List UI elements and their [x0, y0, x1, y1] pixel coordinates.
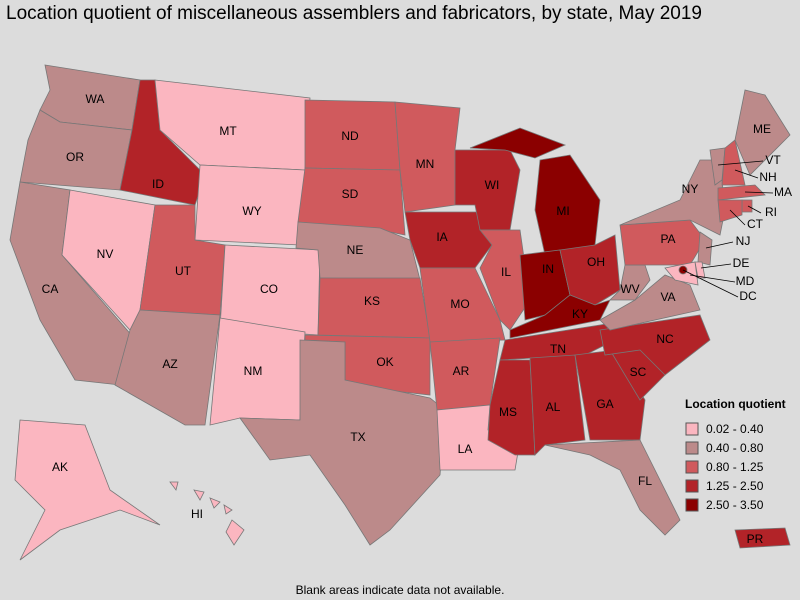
- state-label: RI: [765, 205, 777, 219]
- state-label: AR: [453, 364, 470, 378]
- state-label: DC: [739, 289, 757, 303]
- leader-line: [689, 274, 736, 283]
- state-region: [114, 309, 221, 426]
- legend-swatch: [685, 479, 699, 493]
- legend-label: 0.40 - 0.80: [706, 441, 764, 455]
- legend-label: 0.02 - 0.40: [706, 422, 764, 436]
- state-label: IN: [542, 262, 554, 276]
- state-label: MO: [450, 297, 469, 311]
- state-label: TX: [350, 430, 365, 444]
- state-label: AL: [546, 400, 561, 414]
- state-label: OK: [376, 355, 393, 369]
- state-region: [239, 339, 446, 546]
- state-label: MD: [736, 274, 755, 288]
- state-label: ND: [341, 129, 359, 143]
- state-region: [697, 231, 713, 266]
- state-label: MI: [556, 204, 569, 218]
- state-label: NC: [656, 332, 674, 346]
- state-label: CT: [747, 217, 764, 231]
- state-label: KY: [572, 307, 588, 321]
- state-region: [169, 481, 179, 491]
- state-region: [544, 439, 681, 536]
- state-label: ME: [753, 122, 771, 136]
- state-label: GA: [596, 397, 613, 411]
- state-label: MA: [774, 185, 792, 199]
- leader-line: [734, 169, 759, 179]
- state-region: [741, 199, 753, 213]
- legend-label: 2.50 - 3.50: [706, 498, 764, 512]
- state-label: DE: [733, 256, 750, 270]
- state-label: AZ: [162, 357, 177, 371]
- map-title: Location quotient of miscellaneous assem…: [6, 3, 702, 24]
- state-region: [599, 314, 711, 376]
- leader-line: [729, 209, 746, 226]
- state-label: HI: [191, 507, 203, 521]
- state-label: PA: [660, 232, 675, 246]
- state-label: LA: [458, 442, 473, 456]
- legend-swatch: [685, 460, 699, 474]
- state-region: [225, 519, 245, 546]
- state-label: PR: [747, 532, 764, 546]
- state-label: CO: [260, 282, 278, 296]
- state-label: WA: [86, 92, 105, 106]
- state-label: WV: [620, 282, 639, 296]
- state-label: MS: [499, 405, 517, 419]
- legend-swatch: [685, 498, 699, 512]
- legend-label: 1.25 - 2.50: [706, 479, 764, 493]
- state-region: [297, 167, 406, 236]
- state-region: [734, 527, 791, 549]
- state-region: [694, 261, 706, 279]
- state-region: [734, 89, 791, 176]
- state-label: OH: [587, 255, 605, 269]
- state-label: NM: [244, 364, 263, 378]
- state-region: [193, 489, 205, 501]
- footnote: Blank areas indicate data not available.: [296, 583, 505, 597]
- state-region: [209, 497, 221, 509]
- legend-label: 0.80 - 1.25: [706, 460, 764, 474]
- state-label: NY: [682, 182, 699, 196]
- state-region: [717, 184, 766, 201]
- state-label: ID: [152, 177, 164, 191]
- state-region: [709, 147, 726, 186]
- state-region: [14, 419, 161, 561]
- leader-line: [747, 205, 762, 214]
- state-label: SD: [342, 187, 359, 201]
- legend-swatch: [685, 441, 699, 455]
- state-region: [529, 354, 586, 456]
- legend-title: Location quotient: [685, 397, 786, 411]
- state-label: NV: [97, 247, 114, 261]
- state-label: KS: [364, 294, 380, 308]
- state-label: VA: [660, 290, 675, 304]
- state-region: [223, 504, 233, 515]
- state-label: CA: [42, 282, 59, 296]
- state-label: NH: [759, 170, 776, 184]
- leader-line: [717, 160, 764, 166]
- state-label: UT: [175, 264, 192, 278]
- state-region: [419, 267, 506, 343]
- state-label: MN: [416, 157, 435, 171]
- state-region: [469, 127, 567, 159]
- state-region: [721, 139, 746, 186]
- state-label: WY: [242, 204, 261, 218]
- state-label: NJ: [736, 234, 751, 248]
- state-label: VT: [765, 153, 781, 167]
- state-label: MT: [219, 124, 237, 138]
- leader-line: [705, 241, 734, 249]
- state-label: TN: [550, 342, 566, 356]
- state-label: OR: [66, 150, 84, 164]
- state-label: NE: [347, 243, 364, 257]
- state-label: IL: [501, 265, 511, 279]
- leader-line: [700, 263, 732, 269]
- leader-line: [682, 269, 739, 298]
- state-label: WI: [485, 178, 500, 192]
- legend-swatch: [685, 422, 699, 436]
- state-label: SC: [630, 365, 647, 379]
- state-label: FL: [638, 474, 652, 488]
- leader-line: [744, 191, 774, 194]
- state-label: AK: [52, 460, 68, 474]
- state-label: IA: [436, 230, 447, 244]
- state-region: [479, 229, 531, 331]
